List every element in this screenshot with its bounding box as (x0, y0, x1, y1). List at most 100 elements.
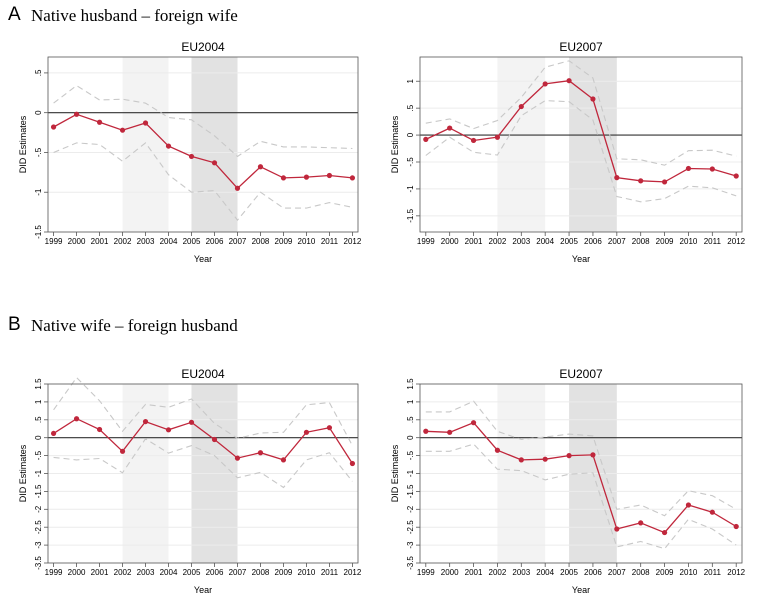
x-tick-label: 2004 (536, 237, 554, 246)
estimate-point (257, 450, 264, 456)
x-tick-label: 2007 (229, 237, 247, 246)
x-tick-label: 2003 (137, 237, 155, 246)
estimate-point (614, 175, 620, 181)
y-tick-label: -1.5 (406, 208, 415, 222)
x-tick-label: 2010 (298, 237, 316, 246)
x-axis-label: Year (572, 585, 590, 595)
shaded-period (569, 57, 617, 232)
shaded-period (122, 57, 169, 232)
panel-a-title: Native husband – foreign wife (31, 6, 238, 25)
y-tick-label: .5 (34, 416, 43, 423)
x-tick-label: 2008 (632, 237, 650, 246)
estimate-point (188, 153, 195, 160)
estimate-point (119, 448, 126, 454)
x-tick-label: 2004 (160, 237, 178, 246)
x-tick-label: 2007 (608, 237, 626, 246)
estimate-point (96, 426, 103, 433)
panel-a-letter: A (8, 4, 21, 25)
ci-lower-line (425, 100, 737, 203)
x-axis-label: Year (572, 254, 590, 264)
estimate-point (349, 175, 356, 181)
x-tick-label: 2001 (465, 568, 483, 577)
x-tick-label: 2008 (252, 237, 270, 246)
ci-lower-line (53, 438, 353, 489)
x-tick-label: 2012 (344, 237, 362, 246)
x-tick-label: 2006 (206, 237, 224, 246)
x-tick-label: 2007 (608, 568, 626, 577)
estimate-point (638, 520, 644, 526)
estimate-line (425, 80, 737, 183)
x-tick-label: 1999 (45, 237, 63, 246)
x-tick-label: 1999 (45, 568, 63, 577)
x-tick-label: 2009 (656, 237, 674, 246)
x-tick-label: 2002 (489, 237, 507, 246)
y-tick-label: -1.5 (34, 225, 43, 239)
y-tick-label: 0 (34, 110, 43, 115)
estimate-point (165, 427, 172, 433)
y-tick-label: -2.5 (406, 520, 415, 534)
y-tick-label: -1.5 (406, 484, 415, 498)
estimate-point (165, 143, 172, 149)
estimate-point (661, 529, 668, 536)
estimate-line (53, 417, 353, 464)
x-tick-label: 2003 (512, 568, 530, 577)
x-tick-label: 2000 (441, 237, 459, 246)
ci-upper-line (425, 400, 737, 517)
x-tick-label: 1999 (417, 237, 435, 246)
chart-title: EU2007 (559, 40, 603, 54)
x-tick-label: 2002 (114, 237, 132, 246)
x-tick-label: 2010 (680, 568, 698, 577)
estimate-point (50, 430, 57, 437)
estimate-point (73, 111, 80, 117)
estimate-point (326, 172, 333, 179)
y-tick-label: 1.5 (34, 378, 43, 390)
x-tick-label: 2009 (275, 237, 293, 246)
estimate-point (326, 425, 333, 431)
estimate-point (211, 160, 218, 166)
ci-lower-line (53, 142, 353, 221)
y-tick-label: -1 (34, 188, 43, 196)
y-tick-label: -.5 (406, 450, 415, 460)
y-axis-label: DID Estimates (18, 115, 28, 173)
y-tick-label: -1 (34, 469, 43, 477)
x-tick-label: 2009 (275, 568, 293, 577)
x-tick-label: 2005 (560, 237, 578, 246)
x-tick-label: 2006 (584, 237, 602, 246)
y-tick-label: -1.5 (34, 484, 43, 498)
x-tick-label: 1999 (417, 568, 435, 577)
chart-3: -3.5 -3 -2.5 -2 -1.5 -1 -.5 0 .5 1 1.5 1999 2000 2001… (18, 367, 362, 595)
estimate-point (542, 81, 548, 87)
x-tick-label: 2005 (183, 237, 201, 246)
estimate-point (257, 164, 264, 170)
estimate-point (349, 460, 356, 467)
estimate-point (211, 436, 218, 443)
estimate-point (142, 120, 149, 126)
x-tick-label: 2002 (489, 568, 507, 577)
plot-frame (419, 56, 743, 233)
estimate-point (50, 124, 57, 130)
x-tick-label: 2006 (584, 568, 602, 577)
estimate-point (733, 173, 739, 179)
estimate-point (733, 523, 739, 530)
estimate-point (494, 134, 501, 140)
x-tick-label: 2000 (441, 568, 459, 577)
y-tick-label: -.5 (406, 157, 415, 167)
estimate-point (518, 457, 524, 463)
y-tick-label: 1.5 (406, 378, 415, 390)
estimate-point (566, 453, 572, 459)
y-tick-label: 0 (406, 132, 415, 137)
estimate-point (590, 452, 596, 458)
x-tick-label: 2003 (137, 568, 155, 577)
y-tick-label: 0 (406, 435, 415, 440)
estimate-point (234, 455, 241, 461)
x-tick-label: 2001 (91, 237, 109, 246)
y-tick-label: 1 (34, 399, 43, 404)
estimate-point (685, 502, 692, 508)
x-tick-label: 2001 (91, 568, 109, 577)
estimate-point (494, 447, 501, 453)
estimate-line (425, 421, 737, 534)
x-tick-label: 2007 (229, 568, 247, 577)
y-axis-label: DID Estimates (18, 444, 28, 502)
estimate-point (470, 420, 477, 426)
